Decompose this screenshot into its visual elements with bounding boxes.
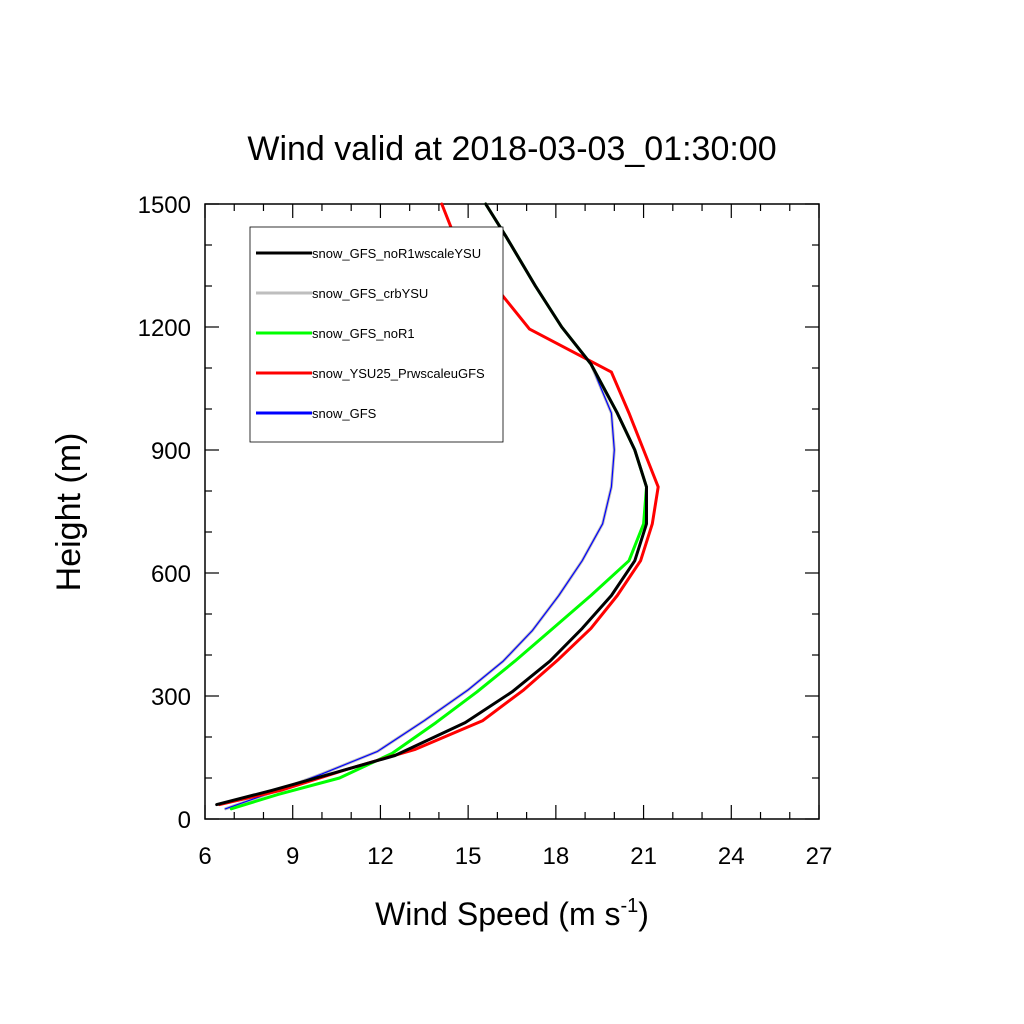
- axes: 6 9 12 15 18 21 24 27 0 300 600 900 1200 1500: [138, 192, 833, 870]
- y-tick-label: 900: [151, 438, 191, 465]
- y-axis-label: Height (m): [50, 433, 88, 592]
- y-tick-label: 600: [151, 561, 191, 588]
- x-tick-label: 9: [286, 843, 299, 870]
- x-tick-label: 12: [367, 843, 394, 870]
- series-line-snow_GFS_noR1wscaleYSU: [215, 202, 648, 807]
- x-tick-label: 18: [543, 843, 570, 870]
- legend: snow_GFS_noR1wscaleYSU snow_GFS_crbYSUsno…: [249, 226, 504, 443]
- legend-label: snow_GFS: [312, 406, 377, 421]
- legend-label: snow_YSU25_PrwscaleuGFS: [312, 366, 485, 381]
- x-axis-label-close: ): [638, 896, 649, 932]
- legend-label: snow_GFS_noR1wscaleYSU: [312, 246, 481, 261]
- legend-label: snow_GFS_noR1: [312, 326, 415, 341]
- y-tick-label: 1200: [138, 315, 191, 342]
- x-tick-label: 6: [198, 843, 211, 870]
- x-tick-label: 15: [455, 843, 482, 870]
- x-tick-label: 24: [718, 843, 745, 870]
- x-tick-label: 27: [806, 843, 833, 870]
- series-layer: [215, 202, 660, 811]
- x-axis-label: Wind Speed (m s-1): [375, 895, 649, 932]
- x-tick-label: 21: [630, 843, 657, 870]
- x-axis-label-main: Wind Speed (m s: [375, 896, 620, 932]
- series-line-snow_YSU25_PrwscaleuGFS: [218, 202, 660, 807]
- y-tick-label: 0: [178, 807, 191, 834]
- y-tick-label: 300: [151, 684, 191, 711]
- y-tick-label: 1500: [138, 192, 191, 219]
- plot-frame: [204, 203, 820, 820]
- chart-title: Wind valid at 2018-03-03_01:30:00: [247, 130, 776, 168]
- x-axis-label-superscript: -1: [620, 895, 638, 917]
- legend-label: snow_GFS_crbYSU: [312, 286, 428, 301]
